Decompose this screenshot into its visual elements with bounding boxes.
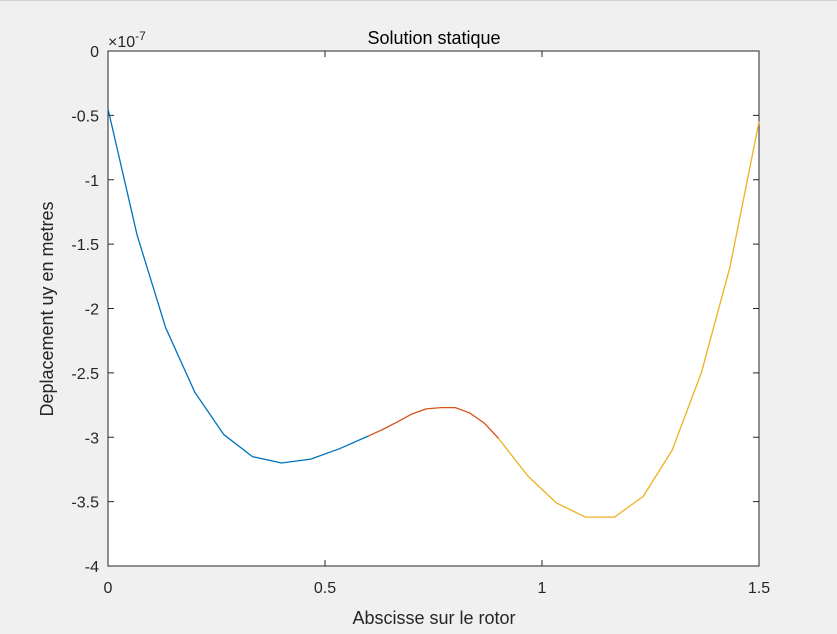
x-tick-label: 1.5 — [748, 580, 770, 597]
y-exponent-base: ×10 — [108, 34, 135, 51]
series-line-1 — [107, 108, 369, 464]
y-tick-label: -3 — [85, 430, 99, 447]
x-axis: 0 0.5 1 1.5 — [104, 51, 770, 597]
y-exponent-power: -7 — [135, 29, 146, 43]
y-tick-label: -2 — [85, 302, 99, 319]
series-line-3 — [498, 121, 760, 518]
y-exponent-label: ×10-7 — [108, 29, 146, 51]
x-tick-label: 0.5 — [314, 580, 336, 597]
chart-title: Solution statique — [367, 28, 500, 48]
series-group — [107, 108, 760, 518]
y-tick-label: 0 — [90, 44, 99, 61]
y-tick-label: -3.5 — [71, 495, 99, 512]
y-axis-label: Deplacement uy en metres — [37, 201, 57, 416]
y-tick-label: -4 — [85, 559, 99, 576]
y-tick-label: -2.5 — [71, 366, 99, 383]
x-axis-label: Abscisse sur le rotor — [352, 608, 515, 628]
x-tick-label: 1 — [538, 580, 547, 597]
x-tick-label: 0 — [104, 580, 113, 597]
axes-area — [107, 50, 760, 567]
y-axis: 0 -0.5 -1 -1.5 -2 -2.5 -3 -3.5 -4 — [71, 44, 759, 576]
y-tick-label: -1 — [85, 173, 99, 190]
series-line-2 — [368, 406, 500, 439]
y-tick-label: -0.5 — [71, 108, 99, 125]
y-tick-label: -1.5 — [71, 237, 99, 254]
